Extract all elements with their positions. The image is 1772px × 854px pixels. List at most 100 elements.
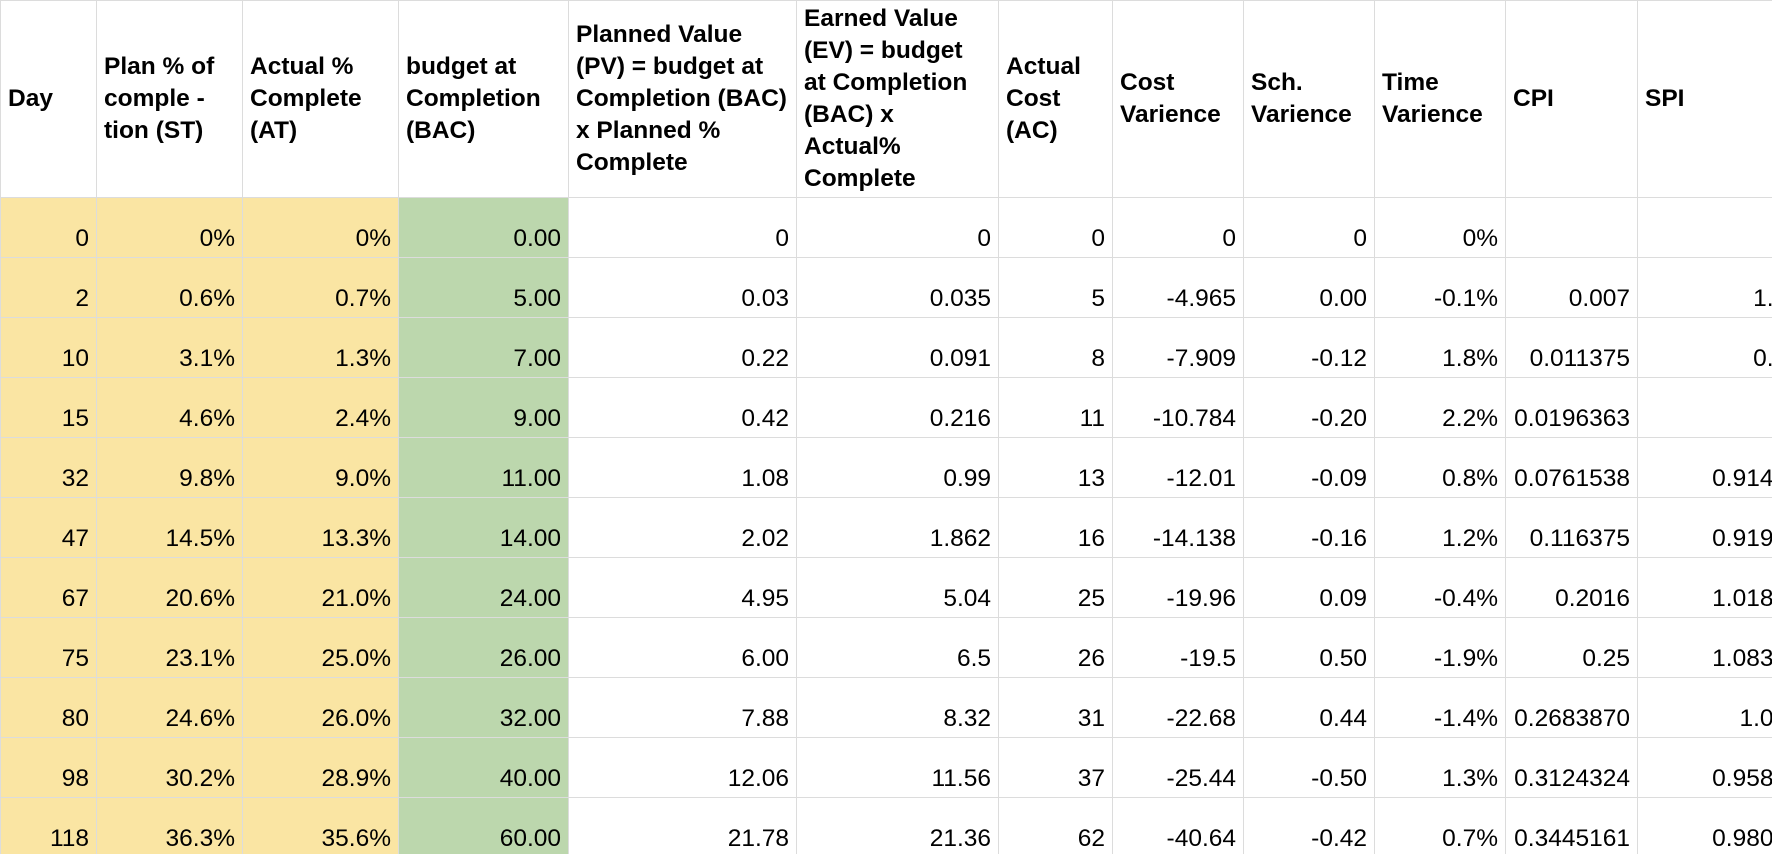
cell-actual-cost[interactable]: 31 [998, 677, 1113, 738]
cell-plan-pct[interactable]: 9.8% [96, 437, 243, 498]
cell-plan-pct[interactable]: 20.6% [96, 557, 243, 618]
cell-time-variance[interactable]: 0% [1374, 197, 1506, 258]
cell-spi[interactable]: 1.0833333 [1637, 617, 1772, 678]
cell-spi[interactable]: 1.0186567 [1637, 557, 1772, 618]
cell-cpi[interactable]: 0.007 [1505, 257, 1638, 318]
cell-time-variance[interactable]: 0.7% [1374, 797, 1506, 854]
cell-planned-value[interactable]: 0.42 [568, 377, 797, 438]
cell-earned-value[interactable]: 8.32 [796, 677, 999, 738]
cell-planned-value[interactable]: 0.22 [568, 317, 797, 378]
cell-plan-pct[interactable]: 3.1% [96, 317, 243, 378]
header-time-variance[interactable]: Time Varience [1374, 0, 1506, 198]
header-planned-value[interactable]: Planned Value (PV) = budget at Completio… [568, 0, 797, 198]
cell-day[interactable]: 67 [0, 557, 97, 618]
cell-day[interactable]: 98 [0, 737, 97, 798]
cell-earned-value[interactable]: 21.36 [796, 797, 999, 854]
header-spi[interactable]: SPI [1637, 0, 1772, 198]
cell-cost-variance[interactable]: 0 [1112, 197, 1244, 258]
cell-actual-pct[interactable]: 13.3% [242, 497, 399, 558]
cell-schedule-variance[interactable]: 0.44 [1243, 677, 1375, 738]
cell-plan-pct[interactable]: 30.2% [96, 737, 243, 798]
cell-day[interactable]: 0 [0, 197, 97, 258]
cell-time-variance[interactable]: 1.3% [1374, 737, 1506, 798]
header-cpi[interactable]: CPI [1505, 0, 1638, 198]
cell-planned-value[interactable]: 1.08 [568, 437, 797, 498]
cell-plan-pct[interactable]: 23.1% [96, 617, 243, 678]
cell-cpi[interactable]: 0.25 [1505, 617, 1638, 678]
header-actual-cost[interactable]: Actual Cost (AC) [998, 0, 1113, 198]
cell-earned-value[interactable]: 0.216 [796, 377, 999, 438]
cell-actual-pct[interactable]: 35.6% [242, 797, 399, 854]
cell-plan-pct[interactable]: 0.6% [96, 257, 243, 318]
cell-spi[interactable]: 0.9196808 [1637, 497, 1772, 558]
header-actual-pct[interactable]: Actual % Complete (AT) [242, 0, 399, 198]
cell-day[interactable]: 32 [0, 437, 97, 498]
cell-earned-value[interactable]: 0 [796, 197, 999, 258]
cell-earned-value[interactable]: 5.04 [796, 557, 999, 618]
header-bac[interactable]: budget at Completion (BAC) [398, 0, 569, 198]
cell-cpi[interactable]: 0.2016 [1505, 557, 1638, 618]
cell-planned-value[interactable]: 4.95 [568, 557, 797, 618]
cell-actual-cost[interactable]: 5 [998, 257, 1113, 318]
cell-day[interactable]: 75 [0, 617, 97, 678]
cell-cpi[interactable]: 0.3445161 [1505, 797, 1638, 854]
cell-time-variance[interactable]: 1.2% [1374, 497, 1506, 558]
cell-schedule-variance[interactable]: -0.16 [1243, 497, 1375, 558]
cell-bac[interactable]: 7.00 [398, 317, 569, 378]
cell-earned-value[interactable]: 1.862 [796, 497, 999, 558]
cell-schedule-variance[interactable]: 0.09 [1243, 557, 1375, 618]
cell-planned-value[interactable]: 6.00 [568, 617, 797, 678]
cell-day[interactable]: 80 [0, 677, 97, 738]
cell-time-variance[interactable]: 1.8% [1374, 317, 1506, 378]
cell-earned-value[interactable]: 6.5 [796, 617, 999, 678]
header-schedule-variance[interactable]: Sch. Varience [1243, 0, 1375, 198]
cell-time-variance[interactable]: -1.9% [1374, 617, 1506, 678]
cell-actual-cost[interactable]: 13 [998, 437, 1113, 498]
cell-spi[interactable]: 0.52 [1637, 377, 1772, 438]
cell-planned-value[interactable]: 0.03 [568, 257, 797, 318]
cell-bac[interactable]: 9.00 [398, 377, 569, 438]
cell-actual-pct[interactable]: 2.4% [242, 377, 399, 438]
cell-cost-variance[interactable]: -4.965 [1112, 257, 1244, 318]
cell-cost-variance[interactable]: -19.96 [1112, 557, 1244, 618]
cell-cost-variance[interactable]: -40.64 [1112, 797, 1244, 854]
cell-cost-variance[interactable]: -25.44 [1112, 737, 1244, 798]
cell-spi[interactable]: 0.9584183 [1637, 737, 1772, 798]
cell-planned-value[interactable]: 12.06 [568, 737, 797, 798]
cell-cpi[interactable]: 0.0196363 [1505, 377, 1638, 438]
cell-actual-cost[interactable]: 37 [998, 737, 1113, 798]
cell-earned-value[interactable]: 0.035 [796, 257, 999, 318]
cell-schedule-variance[interactable]: -0.50 [1243, 737, 1375, 798]
cell-cpi[interactable]: 0.116375 [1505, 497, 1638, 558]
cell-bac[interactable]: 40.00 [398, 737, 569, 798]
cell-actual-cost[interactable]: 16 [998, 497, 1113, 558]
cell-actual-pct[interactable]: 9.0% [242, 437, 399, 498]
cell-time-variance[interactable]: -1.4% [1374, 677, 1506, 738]
cell-earned-value[interactable]: 11.56 [796, 737, 999, 798]
cell-actual-pct[interactable]: 0.7% [242, 257, 399, 318]
cell-bac[interactable]: 60.00 [398, 797, 569, 854]
cell-spi[interactable]: 0.4225 [1637, 317, 1772, 378]
cell-spi[interactable]: 1.05625 [1637, 677, 1772, 738]
cell-actual-pct[interactable]: 0% [242, 197, 399, 258]
cell-schedule-variance[interactable]: -0.09 [1243, 437, 1375, 498]
cell-spi[interactable]: 0.9805084 [1637, 797, 1772, 854]
header-day[interactable]: Day [0, 0, 97, 198]
cell-spi[interactable]: 0.9140625 [1637, 437, 1772, 498]
cell-day[interactable]: 2 [0, 257, 97, 318]
cell-schedule-variance[interactable]: -0.20 [1243, 377, 1375, 438]
cell-day[interactable]: 118 [0, 797, 97, 854]
cell-plan-pct[interactable]: 24.6% [96, 677, 243, 738]
cell-plan-pct[interactable]: 0% [96, 197, 243, 258]
cell-bac[interactable]: 0.00 [398, 197, 569, 258]
cell-bac[interactable]: 5.00 [398, 257, 569, 318]
cell-planned-value[interactable]: 21.78 [568, 797, 797, 854]
cell-cpi[interactable] [1505, 197, 1638, 258]
cell-cost-variance[interactable]: -22.68 [1112, 677, 1244, 738]
cell-earned-value[interactable]: 0.99 [796, 437, 999, 498]
cell-actual-cost[interactable]: 0 [998, 197, 1113, 258]
cell-day[interactable]: 47 [0, 497, 97, 558]
header-plan-pct[interactable]: Plan % of comple -tion (ST) [96, 0, 243, 198]
cell-cost-variance[interactable]: -19.5 [1112, 617, 1244, 678]
cell-spi[interactable]: 1.1375 [1637, 257, 1772, 318]
